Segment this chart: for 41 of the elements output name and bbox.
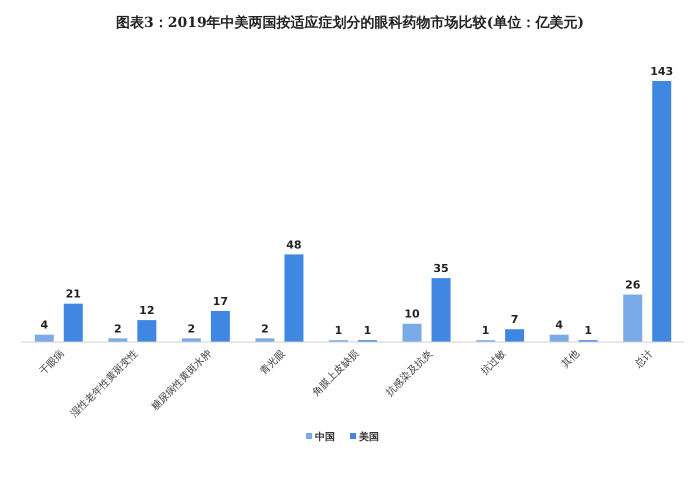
data-label: 2: [261, 322, 269, 336]
data-label: 12: [139, 304, 154, 318]
data-label: 35: [433, 262, 449, 276]
x-tick-label: 糖尿病性黄斑水肿: [148, 348, 214, 413]
data-label: 143: [650, 65, 674, 78]
x-tick-label: 角膜上皮缺损: [310, 348, 362, 398]
data-label: 26: [625, 278, 641, 292]
bar: [432, 278, 451, 342]
bar: [505, 329, 524, 342]
data-label: 2: [188, 322, 196, 336]
data-label: 1: [482, 324, 490, 338]
bar: [64, 304, 83, 342]
bar: [550, 334, 569, 342]
x-tick-label: 抗过敏: [478, 348, 508, 378]
legend-label: 中国: [315, 431, 335, 443]
x-tick-label: 青光眼: [258, 348, 288, 378]
data-label: 1: [364, 324, 372, 338]
data-label: 10: [404, 308, 420, 321]
bar: [284, 254, 304, 342]
x-tick-label: 干眼病: [37, 348, 67, 378]
data-label: 48: [286, 238, 302, 252]
x-tick-label: 抗感染及抗炎: [384, 348, 435, 398]
bar: [137, 320, 156, 342]
x-tick-label: 其他: [559, 348, 582, 370]
data-label: 4: [40, 318, 48, 332]
bar: [652, 81, 672, 342]
bar: [210, 310, 230, 342]
data-label: 21: [66, 288, 81, 301]
bar: [402, 324, 422, 342]
chart-title: 图表3：2019年中美两国按适应症划分的眼科药物市场比较(单位：亿美元): [116, 14, 584, 31]
data-label: 4: [555, 318, 564, 332]
bar: [34, 334, 54, 342]
bar: [623, 294, 642, 342]
data-label: 1: [334, 324, 342, 338]
data-label: 2: [114, 322, 122, 336]
legend-label: 美国: [358, 431, 379, 443]
x-tick-label: 总计: [632, 348, 656, 371]
data-label: 17: [212, 294, 228, 308]
x-tick-label: 湿性老年性黄斑变性: [68, 348, 140, 420]
data-label: 1: [584, 324, 592, 338]
data-label: 7: [510, 313, 518, 326]
